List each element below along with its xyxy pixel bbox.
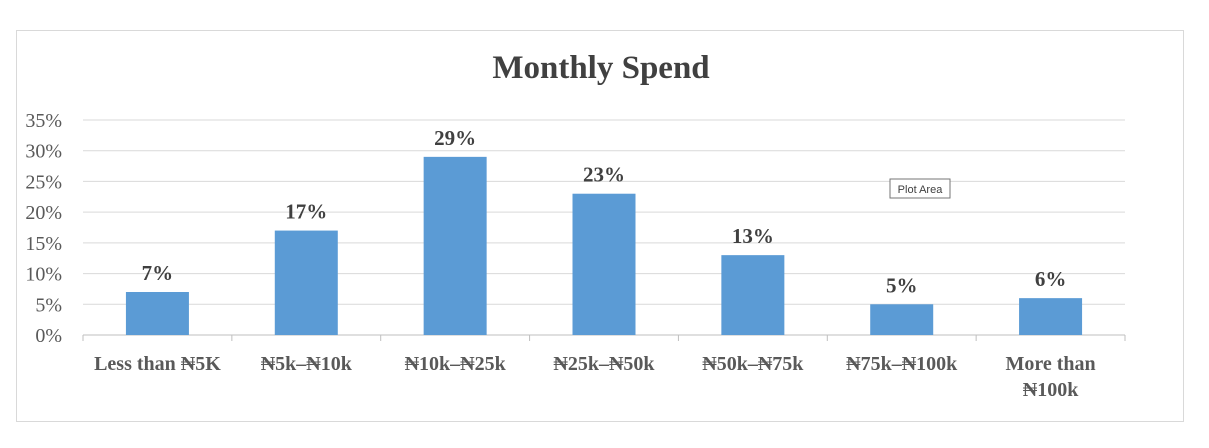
x-tick-label: ₦25k–₦50k <box>553 353 655 375</box>
x-tick-label: More than ₦100k <box>1005 353 1095 401</box>
bar[interactable] <box>274 230 338 335</box>
x-tick-label: ₦5k–₦10k <box>261 353 353 375</box>
y-tick-label: 0% <box>35 325 62 347</box>
y-tick-label: 15% <box>25 233 62 255</box>
bar[interactable] <box>721 255 785 335</box>
y-tick-label: 25% <box>25 171 62 193</box>
y-tick-label: 5% <box>35 294 62 316</box>
data-label: 13% <box>732 224 774 248</box>
data-label: 7% <box>142 261 174 285</box>
chart-area[interactable]: Monthly Spend 0% 5% 10% 15% 20% 25% 30% 35% 7% 1… <box>16 30 1184 422</box>
bar[interactable] <box>1019 298 1083 335</box>
y-tick-label: 35% <box>25 110 62 132</box>
tooltip-box <box>889 178 951 199</box>
plot-area-tooltip: Plot Area <box>889 178 951 199</box>
x-tick-label: ₦75k–₦100k <box>846 353 958 375</box>
data-label: 29% <box>434 126 476 150</box>
y-tick-label: 20% <box>25 202 62 224</box>
x-tick-label: ₦10k–₦25k <box>405 353 507 375</box>
y-tick-label: 30% <box>25 141 62 163</box>
y-axis: 0% 5% 10% 15% 20% 25% 30% 35% <box>25 110 62 347</box>
data-labels: 7% 17% 29% 23% 13% 5% 6% <box>142 126 1067 297</box>
bar[interactable] <box>870 304 934 335</box>
x-tick-label: Less than ₦5K <box>94 353 221 375</box>
y-tick-label: 10% <box>25 264 62 286</box>
data-label: 5% <box>886 273 918 297</box>
bar[interactable] <box>423 156 487 335</box>
bar[interactable] <box>572 193 636 335</box>
chart-title: Monthly Spend <box>492 50 709 86</box>
bar[interactable] <box>125 292 189 335</box>
tooltip-text: Plot Area <box>898 184 944 196</box>
x-axis: Less than ₦5K ₦5k–₦10k ₦10k–₦25k ₦25k–₦50k ₦… <box>94 353 1096 401</box>
data-label: 17% <box>285 200 327 224</box>
data-label: 23% <box>583 163 625 187</box>
bars <box>125 156 1083 335</box>
x-tick-label: ₦50k–₦75k <box>702 353 804 375</box>
data-label: 6% <box>1035 267 1067 291</box>
